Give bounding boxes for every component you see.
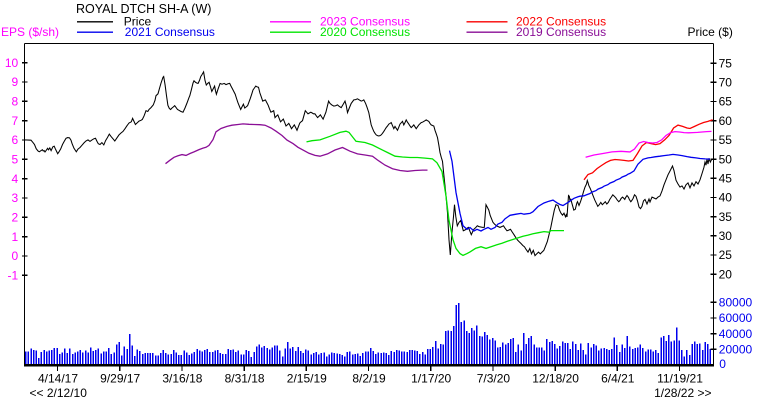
svg-text:10: 10 xyxy=(5,56,19,70)
svg-text:4: 4 xyxy=(12,172,19,186)
svg-text:8/2/19: 8/2/19 xyxy=(352,372,386,386)
svg-text:2023 Consensus: 2023 Consensus xyxy=(320,15,410,29)
svg-text:20000: 20000 xyxy=(719,343,753,357)
svg-text:80000: 80000 xyxy=(719,295,753,309)
svg-text:2/15/19: 2/15/19 xyxy=(287,372,327,386)
svg-text:8/31/18: 8/31/18 xyxy=(225,372,265,386)
svg-text:2021 Consensus: 2021 Consensus xyxy=(125,25,215,39)
svg-text:12/18/20: 12/18/20 xyxy=(532,372,579,386)
svg-text:ROYAL DTCH SH-A (W): ROYAL DTCH SH-A (W) xyxy=(76,2,211,16)
svg-text:6: 6 xyxy=(12,133,19,147)
svg-text:1/28/22 >>: 1/28/22 >> xyxy=(654,386,711,400)
svg-text:40000: 40000 xyxy=(719,327,753,341)
svg-text:0: 0 xyxy=(12,249,19,263)
svg-text:35: 35 xyxy=(719,210,733,224)
svg-text:1/17/20: 1/17/20 xyxy=(411,372,451,386)
svg-text:2022 Consensus: 2022 Consensus xyxy=(516,15,606,29)
svg-text:1: 1 xyxy=(12,230,19,244)
svg-text:0: 0 xyxy=(719,357,726,371)
svg-text:<< 2/12/10: << 2/12/10 xyxy=(30,386,88,400)
svg-text:8: 8 xyxy=(12,95,19,109)
svg-text:6/4/21: 6/4/21 xyxy=(601,372,635,386)
svg-text:11/19/21: 11/19/21 xyxy=(657,372,703,386)
svg-text:25: 25 xyxy=(719,248,733,262)
svg-text:4/14/17: 4/14/17 xyxy=(38,372,78,386)
svg-text:30: 30 xyxy=(719,229,733,243)
svg-text:Price: Price xyxy=(124,15,152,29)
svg-text:2: 2 xyxy=(12,211,19,225)
svg-text:45: 45 xyxy=(719,171,733,185)
svg-text:60000: 60000 xyxy=(719,311,753,325)
svg-text:9: 9 xyxy=(12,75,19,89)
svg-text:3/16/18: 3/16/18 xyxy=(162,372,202,386)
svg-text:75: 75 xyxy=(719,56,733,70)
svg-text:55: 55 xyxy=(719,133,733,147)
svg-text:20: 20 xyxy=(719,267,733,281)
svg-text:60: 60 xyxy=(719,114,733,128)
svg-text:40: 40 xyxy=(719,191,733,205)
svg-text:3: 3 xyxy=(12,191,19,205)
svg-text:7/3/20: 7/3/20 xyxy=(477,372,511,386)
svg-text:7: 7 xyxy=(12,114,19,128)
svg-text:65: 65 xyxy=(719,95,733,109)
svg-text:Price ($): Price ($) xyxy=(688,25,733,39)
svg-text:2020 Consensus: 2020 Consensus xyxy=(320,25,410,39)
svg-text:EPS ($/sh): EPS ($/sh) xyxy=(1,25,59,39)
svg-text:70: 70 xyxy=(719,76,733,90)
svg-text:2019 Consensus: 2019 Consensus xyxy=(516,25,606,39)
svg-text:9/29/17: 9/29/17 xyxy=(100,372,140,386)
svg-text:-1: -1 xyxy=(8,269,19,283)
svg-text:5: 5 xyxy=(12,153,19,167)
svg-text:50: 50 xyxy=(719,152,733,166)
